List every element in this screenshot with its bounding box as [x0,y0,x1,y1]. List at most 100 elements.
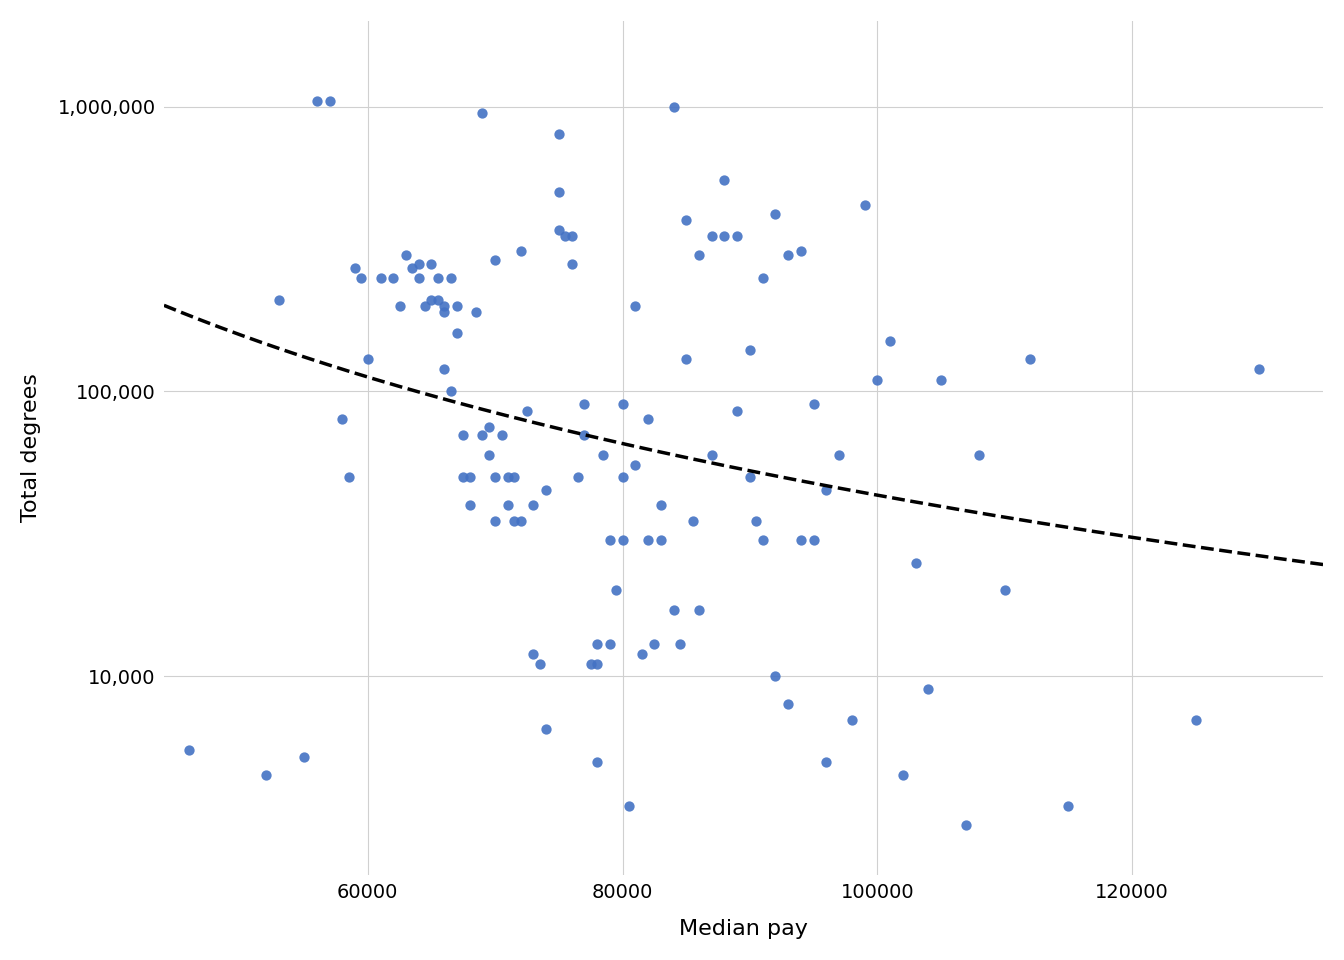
Point [414,298,435,313]
Point [458,497,480,513]
Point [663,603,684,618]
Point [358,351,379,367]
Point [676,212,698,228]
Point [409,271,430,286]
Point [548,127,570,142]
Point [472,106,493,121]
Point [1249,361,1270,376]
Point [581,657,602,672]
X-axis label: Median pay: Median pay [679,919,808,939]
Point [427,271,449,286]
Point [841,712,863,728]
Point [650,497,672,513]
Point [472,428,493,444]
Point [1020,351,1042,367]
Point [548,222,570,237]
Point [612,533,633,548]
Point [395,248,417,263]
Point [625,458,646,473]
Point [663,99,684,114]
Point [637,411,659,426]
Point [504,469,526,485]
Point [618,799,640,814]
Point [702,446,723,462]
Point [751,533,773,548]
Point [434,361,456,376]
Point [905,555,926,570]
Point [388,298,410,313]
Point [879,333,900,348]
Point [853,198,875,213]
Point [332,411,353,426]
Point [453,428,474,444]
Point [956,817,977,832]
Point [790,244,812,259]
Point [765,206,786,222]
Point [739,469,761,485]
Point [1185,712,1207,728]
Point [727,404,749,420]
Point [383,271,405,286]
Point [599,533,621,548]
Point [727,228,749,244]
Point [688,248,710,263]
Point [344,261,366,276]
Point [478,446,500,462]
Point [548,184,570,200]
Point [535,483,556,498]
Point [446,298,468,313]
Point [714,173,735,188]
Point [484,514,505,529]
Point [267,292,289,307]
Point [484,469,505,485]
Point [681,514,703,529]
Y-axis label: Total degrees: Total degrees [22,373,40,522]
Point [586,755,607,770]
Point [630,646,652,661]
Point [306,93,328,108]
Point [351,271,372,286]
Point [828,446,849,462]
Point [612,396,633,412]
Point [337,469,359,485]
Point [816,755,837,770]
Point [319,93,340,108]
Point [434,298,456,313]
Point [509,514,531,529]
Point [516,404,538,420]
Point [402,261,423,276]
Point [427,292,449,307]
Point [676,351,698,367]
Point [293,750,314,765]
Point [574,396,595,412]
Point [255,767,277,782]
Point [409,256,430,272]
Point [179,742,200,757]
Point [370,271,391,286]
Point [530,657,551,672]
Point [751,271,773,286]
Point [439,271,461,286]
Point [509,244,531,259]
Point [593,446,614,462]
Point [439,384,461,399]
Point [777,696,798,711]
Point [969,446,991,462]
Point [625,298,646,313]
Point [930,372,952,387]
Point [421,256,442,272]
Point [560,228,582,244]
Point [446,325,468,341]
Point [560,256,582,272]
Point [478,420,500,435]
Point [497,497,519,513]
Point [555,228,577,244]
Point [765,668,786,684]
Point [650,533,672,548]
Point [688,603,710,618]
Point [802,396,824,412]
Point [1058,799,1079,814]
Point [918,682,939,697]
Point [453,469,474,485]
Point [739,342,761,357]
